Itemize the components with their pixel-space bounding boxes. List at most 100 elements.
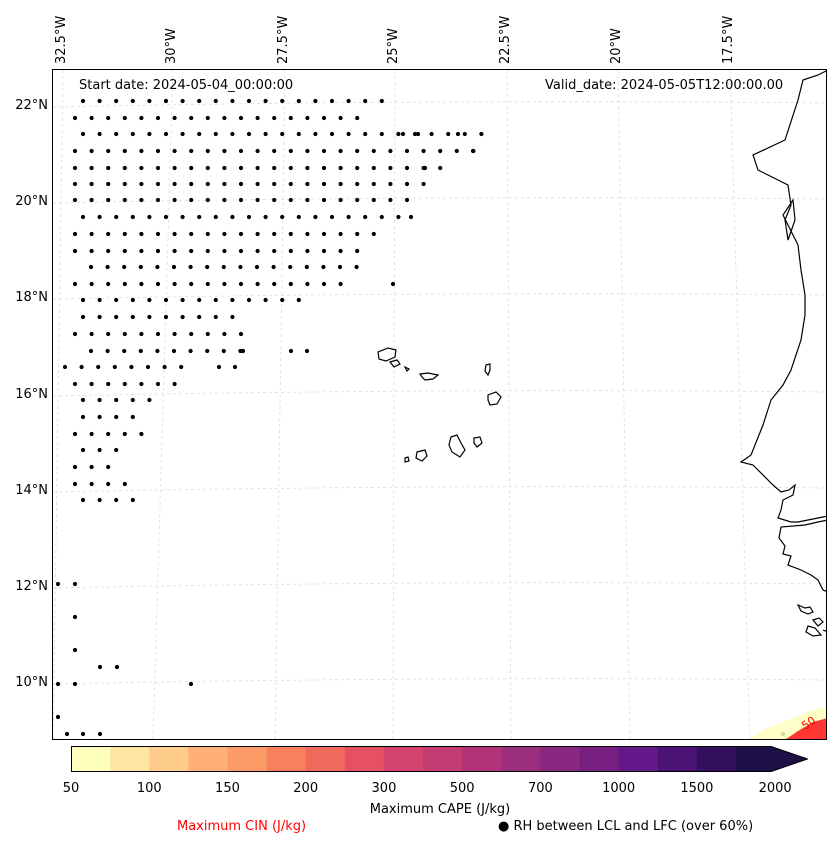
colorbar-segment xyxy=(618,746,659,772)
rh-dot xyxy=(205,165,210,171)
rh-dot xyxy=(304,348,310,354)
rh-dot xyxy=(138,348,143,354)
rh-dot xyxy=(89,148,94,154)
rh-legend-label: RH between LCL and LFC (over 60%) xyxy=(513,819,754,834)
rh-dot xyxy=(89,281,94,287)
rh-dot xyxy=(288,231,293,237)
rh-dot xyxy=(371,231,376,237)
meridian-line xyxy=(53,70,64,739)
rh-dot xyxy=(222,281,227,287)
rh-dot xyxy=(346,131,351,137)
rh-dot xyxy=(222,331,227,337)
rh-dot xyxy=(72,281,78,287)
rh-dot xyxy=(338,231,343,237)
rh-dot xyxy=(122,281,127,287)
rh-dot xyxy=(221,348,226,354)
africa-coastline-south xyxy=(778,519,826,592)
parallel-line xyxy=(53,678,826,685)
rh-dot xyxy=(446,131,451,137)
rh-dot xyxy=(321,165,327,171)
rh-dot xyxy=(390,281,396,287)
lon-label: 17.5°W xyxy=(721,4,742,64)
rh-dot xyxy=(147,98,152,104)
rh-dot xyxy=(255,165,260,171)
rh-dot xyxy=(355,181,360,187)
rh-dot xyxy=(105,348,110,354)
rh-dot xyxy=(163,98,169,104)
rh-dot xyxy=(470,148,476,154)
rh-dot xyxy=(280,98,285,104)
rh-dot xyxy=(313,98,318,104)
rh-dot xyxy=(180,314,185,320)
rh-dot xyxy=(255,115,260,121)
rh-dot xyxy=(172,197,177,203)
rh-dot xyxy=(106,115,111,121)
rh-dot xyxy=(80,397,86,403)
rh-dot xyxy=(271,264,276,270)
rh-dot xyxy=(122,165,127,171)
lat-label: 18°N xyxy=(15,290,48,305)
rh-dot xyxy=(246,98,252,104)
rh-dot xyxy=(72,148,78,154)
rh-dot xyxy=(238,281,244,287)
rh-dot xyxy=(254,264,260,270)
parallel-line xyxy=(53,101,826,108)
rh-dot xyxy=(122,331,127,337)
rh-dot xyxy=(80,297,86,303)
rh-dot xyxy=(72,647,78,653)
rh-dot xyxy=(180,131,185,137)
rh-dot xyxy=(62,364,68,370)
rh-dot xyxy=(89,431,94,437)
rh-dot xyxy=(145,364,151,370)
rh-dot xyxy=(72,165,78,171)
island-sao-nicolau xyxy=(418,372,440,381)
rh-dot xyxy=(205,181,210,187)
rh-dot xyxy=(216,364,222,370)
rh-dot xyxy=(172,115,177,121)
map-canvas: 50 xyxy=(53,70,826,739)
rh-dots xyxy=(55,98,820,737)
parallel-line xyxy=(53,582,826,589)
rh-dot xyxy=(321,264,326,270)
rh-dot xyxy=(122,197,127,203)
rh-dot xyxy=(163,314,169,320)
rh-dot xyxy=(329,214,335,220)
map-area: 50 xyxy=(52,69,827,740)
rh-dot xyxy=(155,181,161,187)
rh-dot xyxy=(172,281,177,287)
cape-colorbar xyxy=(71,746,808,772)
lon-label-text: 20°W xyxy=(609,28,624,64)
rh-dot xyxy=(421,181,426,187)
rh-dot xyxy=(155,197,161,203)
rh-dot xyxy=(189,248,194,254)
rh-dot-icon: ● xyxy=(498,819,510,834)
rh-dot xyxy=(72,197,78,203)
rh-dot xyxy=(130,131,135,137)
rh-dot xyxy=(89,248,94,254)
rh-dot xyxy=(272,148,277,154)
rh-dot xyxy=(321,231,327,237)
rh-dot xyxy=(162,364,167,370)
rh-dot xyxy=(72,464,78,470)
parallel-line xyxy=(53,390,826,397)
rh-dot xyxy=(155,281,161,287)
rh-dot xyxy=(205,331,210,337)
colorbar-segment xyxy=(110,746,150,772)
rh-dot xyxy=(213,214,218,220)
island-maio xyxy=(473,436,483,448)
rh-dot xyxy=(205,348,210,354)
rh-dot xyxy=(363,98,368,104)
rh-dot xyxy=(188,681,194,687)
rh-dot xyxy=(379,98,384,104)
rh-dot xyxy=(155,165,161,171)
rh-dot xyxy=(114,98,119,104)
rh-dot xyxy=(72,681,78,687)
rh-dot xyxy=(155,248,161,254)
rh-dot xyxy=(155,381,161,387)
rh-dot xyxy=(313,131,318,137)
rh-dot xyxy=(55,681,61,687)
colorbar-tick-label: 2000 xyxy=(758,781,792,796)
island-boa-vista xyxy=(487,391,502,406)
rh-dot xyxy=(355,231,360,237)
rh-dot xyxy=(263,297,268,303)
